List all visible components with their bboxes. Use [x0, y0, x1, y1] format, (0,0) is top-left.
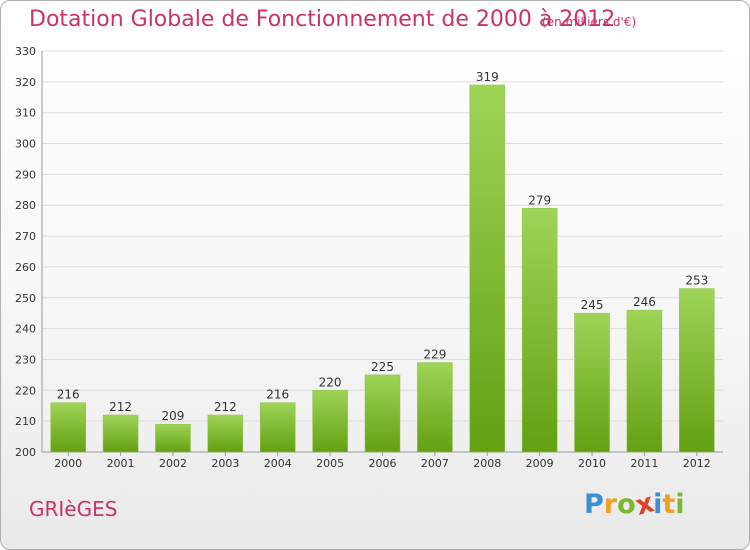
bar-2007: [417, 362, 453, 453]
y-tick-label: 270: [15, 230, 36, 243]
data-label-2001: 212: [109, 400, 132, 414]
y-tick-label: 230: [15, 353, 36, 366]
unit-label: (en milliers d'€): [542, 15, 637, 29]
logo-letter: P: [584, 489, 604, 520]
proxiti-logo: Proxiti: [584, 487, 685, 521]
y-tick-label: 310: [15, 107, 36, 120]
data-label-2003: 212: [214, 400, 237, 414]
bar-2003: [207, 414, 244, 453]
bar-2005: [312, 390, 348, 453]
x-tick-label-2005: 2005: [316, 457, 344, 470]
data-label-2010: 245: [581, 298, 604, 312]
logo-letter: r: [603, 489, 618, 520]
bar-2004: [259, 402, 296, 453]
bar-2006: [364, 374, 401, 453]
y-tick-label: 240: [15, 323, 36, 336]
y-tick-label: 250: [15, 292, 36, 305]
data-label-2011: 246: [633, 295, 656, 309]
x-tick-label-2002: 2002: [159, 457, 187, 470]
x-tick-label-2003: 2003: [211, 457, 239, 470]
x-tick-label-2009: 2009: [526, 457, 554, 470]
bar-2001: [102, 414, 139, 453]
data-label-2000: 216: [57, 388, 80, 402]
data-label-2009: 279: [528, 193, 551, 207]
x-tick-label-2004: 2004: [264, 457, 292, 470]
y-tick-label: 300: [15, 138, 36, 151]
logo-letter: i: [653, 489, 663, 520]
data-label-2005: 220: [319, 375, 342, 389]
x-tick-label-2012: 2012: [683, 457, 711, 470]
y-tick-label: 330: [15, 45, 36, 58]
y-tick-label: 200: [15, 446, 36, 459]
x-tick-label-2007: 2007: [421, 457, 449, 470]
data-label-2008: 319: [476, 70, 499, 84]
logo-letter: t: [662, 489, 676, 520]
data-label-2012: 253: [685, 274, 708, 288]
logo-letter: i: [675, 489, 685, 520]
bar-2008: [469, 84, 506, 453]
y-tick-label: 290: [15, 168, 36, 181]
y-tick-label: 210: [15, 415, 36, 428]
bar-2009: [521, 208, 558, 453]
x-tick-label-2008: 2008: [473, 457, 501, 470]
x-tick-label-2001: 2001: [107, 457, 135, 470]
x-tick-label-2000: 2000: [54, 457, 82, 470]
data-label-2004: 216: [266, 388, 289, 402]
data-label-2006: 225: [371, 360, 394, 374]
logo-letter: o: [617, 489, 636, 520]
y-tick-label: 320: [15, 76, 36, 89]
x-tick-label-2011: 2011: [630, 457, 658, 470]
y-tick-label: 220: [15, 384, 36, 397]
data-label-2007: 229: [423, 348, 446, 362]
chart-title: Dotation Globale de Fonctionnement de 20…: [29, 7, 616, 32]
data-label-2002: 209: [162, 409, 185, 423]
bar-2011: [626, 309, 663, 453]
x-tick-label-2010: 2010: [578, 457, 606, 470]
x-tick-label-2006: 2006: [369, 457, 397, 470]
bar-2002: [155, 423, 191, 453]
y-tick-label: 260: [15, 261, 36, 274]
bar-2000: [50, 402, 86, 453]
y-tick-label: 280: [15, 199, 36, 212]
bar-2012: [679, 288, 715, 453]
commune-name: GRIèGES: [29, 497, 118, 521]
bar-2010: [574, 312, 610, 453]
